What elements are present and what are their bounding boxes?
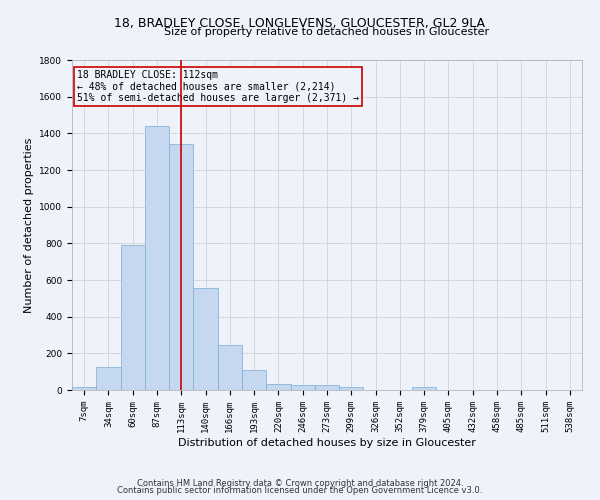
Bar [315, 385, 339, 390]
Title: Size of property relative to detached houses in Gloucester: Size of property relative to detached ho… [164, 27, 490, 37]
Bar [242, 370, 266, 390]
Bar [121, 245, 145, 390]
Text: Contains HM Land Registry data © Crown copyright and database right 2024.: Contains HM Land Registry data © Crown c… [137, 478, 463, 488]
Bar [72, 387, 96, 390]
Text: 18 BRADLEY CLOSE: 112sqm
← 48% of detached houses are smaller (2,214)
51% of sem: 18 BRADLEY CLOSE: 112sqm ← 48% of detach… [77, 70, 359, 103]
Bar [412, 386, 436, 390]
Y-axis label: Number of detached properties: Number of detached properties [24, 138, 34, 312]
Bar [169, 144, 193, 390]
X-axis label: Distribution of detached houses by size in Gloucester: Distribution of detached houses by size … [178, 438, 476, 448]
Bar [218, 344, 242, 390]
Bar [290, 384, 315, 390]
Bar [339, 386, 364, 390]
Bar [96, 367, 121, 390]
Text: 18, BRADLEY CLOSE, LONGLEVENS, GLOUCESTER, GL2 9LA: 18, BRADLEY CLOSE, LONGLEVENS, GLOUCESTE… [115, 18, 485, 30]
Text: Contains public sector information licensed under the Open Government Licence v3: Contains public sector information licen… [118, 486, 482, 495]
Bar [145, 126, 169, 390]
Bar [266, 384, 290, 390]
Bar [193, 288, 218, 390]
